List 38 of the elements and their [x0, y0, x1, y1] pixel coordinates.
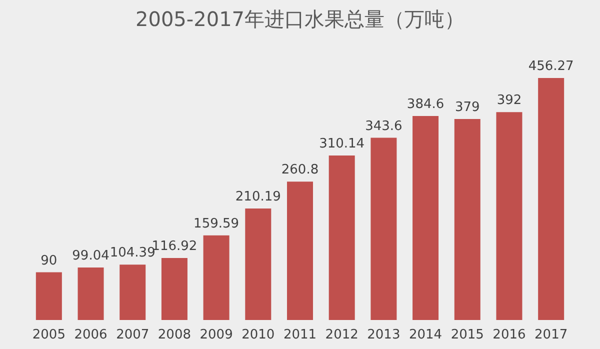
data-label: 210.19	[235, 190, 281, 205]
x-tick-label: 2012	[325, 328, 358, 342]
x-tick-label: 2009	[200, 328, 233, 342]
x-tick-label: 2015	[450, 328, 484, 342]
data-label: 392	[496, 93, 522, 108]
data-label: 384.6	[406, 97, 444, 112]
bar	[328, 156, 355, 320]
bar	[412, 116, 439, 320]
bar	[454, 118, 480, 320]
data-label: 379	[454, 100, 480, 115]
data-label: 310.14	[319, 136, 365, 152]
bar	[245, 208, 272, 320]
data-label: 343.6	[365, 118, 402, 134]
bar	[78, 267, 104, 320]
x-tick-label: 2010	[242, 328, 275, 342]
data-label: 159.59	[194, 216, 240, 232]
x-tick-label: 2007	[116, 328, 150, 342]
data-label: 260.8	[281, 162, 319, 178]
data-label: 99.04	[72, 248, 110, 264]
bar	[203, 235, 230, 320]
bar	[287, 182, 313, 320]
bar	[161, 258, 188, 320]
x-tick-label: 2006	[74, 328, 108, 342]
bar	[370, 138, 397, 320]
x-tick-label: 2011	[283, 328, 317, 342]
x-tick-label: 2017	[534, 328, 568, 342]
bar	[496, 112, 522, 320]
bar	[120, 264, 146, 320]
x-tick-label: 2016	[492, 328, 526, 342]
x-tick-label: 2005	[32, 328, 66, 342]
chart-title: 2005-2017年进口水果总量（万吨）	[135, 7, 465, 31]
data-label: 456.27	[528, 59, 574, 74]
data-label: 90	[40, 253, 58, 268]
bar	[538, 78, 564, 320]
x-tick-label: 2014	[408, 328, 442, 342]
x-tick-label: 2013	[367, 328, 400, 342]
bar	[36, 272, 62, 320]
x-tick-label: 2008	[158, 328, 192, 342]
